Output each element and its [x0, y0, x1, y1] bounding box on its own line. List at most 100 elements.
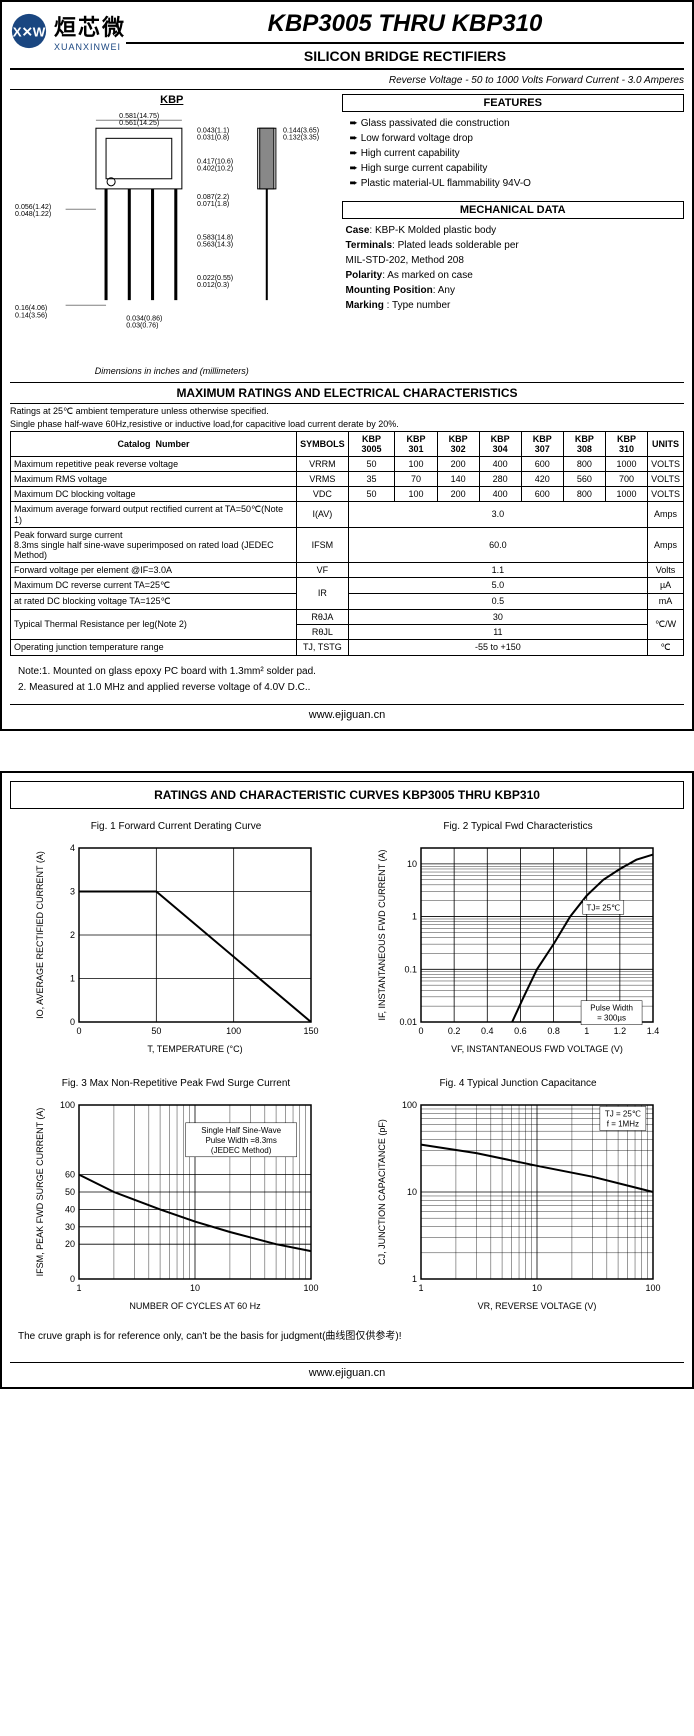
svg-text:IF, INSTANTANEOUS FWD CURRENT: IF, INSTANTANEOUS FWD CURRENT (A) — [377, 849, 387, 1020]
svg-text:0.1: 0.1 — [404, 964, 417, 974]
table-header: SYMBOLS — [297, 431, 349, 456]
chart-cell: Fig. 3 Max Non-Repetitive Peak Fwd Surge… — [10, 1078, 342, 1315]
chart-svg: 11010002030405060100Single Half Sine-Wav… — [31, 1095, 321, 1315]
ratings-note-1: Ratings at 25℃ ambient temperature unles… — [10, 406, 684, 417]
svg-text:4: 4 — [70, 843, 75, 853]
package-drawing: KBP 0.581(14.75) 0.561(14.25) 0.043(1.1) — [10, 94, 334, 376]
svg-text:1.4: 1.4 — [647, 1026, 660, 1036]
mechanical-row: Case: KBP-K Molded plastic body — [346, 223, 684, 238]
datasheet-page-1: X✕W 烜芯微 XUANXINWEI KBP3005 THRU KBP310 S… — [0, 0, 694, 731]
chart-cell: Fig. 2 Typical Fwd Characteristics00.20.… — [352, 821, 684, 1058]
mechanical-row: Marking : Type number — [346, 298, 684, 313]
feature-item: High surge current capability — [350, 161, 684, 176]
svg-text:3: 3 — [70, 886, 75, 896]
svg-text:TJ= 25℃: TJ= 25℃ — [586, 903, 620, 912]
svg-text:0.563(14.3): 0.563(14.3) — [197, 241, 233, 248]
svg-text:2: 2 — [70, 930, 75, 940]
chart-cell: Fig. 1 Forward Current Derating Curve050… — [10, 821, 342, 1058]
svg-text:TJ = 25℃: TJ = 25℃ — [605, 1109, 641, 1118]
svg-text:10: 10 — [190, 1283, 200, 1293]
svg-text:100: 100 — [645, 1283, 660, 1293]
main-title: KBP3005 THRU KBP310 — [126, 10, 684, 44]
svg-text:VR, REVERSE VOLTAGE (V): VR, REVERSE VOLTAGE (V) — [478, 1301, 597, 1311]
svg-text:100: 100 — [303, 1283, 318, 1293]
mechanical-row: MIL-STD-202, Method 208 — [346, 253, 684, 268]
svg-text:10: 10 — [407, 859, 417, 869]
chart-grid: Fig. 1 Forward Current Derating Curve050… — [10, 821, 684, 1315]
svg-text:0: 0 — [76, 1026, 81, 1036]
table-header: KBP 3005 — [348, 431, 395, 456]
svg-text:60: 60 — [65, 1169, 75, 1179]
package-label: KBP — [10, 94, 334, 106]
footer-url-2: www.ejiguan.cn — [10, 1362, 684, 1379]
logo: X✕W 烜芯微 XUANXINWEI — [10, 10, 126, 52]
curve-footnote: The cruve graph is for reference only, c… — [18, 1327, 684, 1342]
notes: Note:1. Mounted on glass epoxy PC board … — [10, 664, 684, 696]
svg-text:1: 1 — [76, 1283, 81, 1293]
curves-title: RATINGS AND CHARACTERISTIC CURVES KBP300… — [10, 781, 684, 809]
table-header: KBP 301 — [395, 431, 437, 456]
table-header: KBP 308 — [563, 431, 605, 456]
table-row: Operating junction temperature rangeTJ, … — [11, 639, 684, 655]
svg-text:40: 40 — [65, 1204, 75, 1214]
logo-cn: 烜芯微 — [54, 10, 126, 42]
table-header: KBP 302 — [437, 431, 479, 456]
svg-text:10: 10 — [407, 1187, 417, 1197]
chart-title: Fig. 3 Max Non-Repetitive Peak Fwd Surge… — [62, 1078, 290, 1089]
svg-text:0.417(10.6): 0.417(10.6) — [197, 159, 233, 166]
chart-cell: Fig. 4 Typical Junction Capacitance 1 10 10… — [352, 1078, 684, 1315]
table-row: Peak forward surge current8.3ms single h… — [11, 527, 684, 562]
svg-text:100: 100 — [402, 1100, 417, 1110]
svg-text:0: 0 — [70, 1017, 75, 1027]
svg-text:0.6: 0.6 — [514, 1026, 527, 1036]
svg-text:Pulse Width: Pulse Width — [590, 1003, 633, 1012]
mechanical-row: Terminals: Plated leads solderable per — [346, 238, 684, 253]
chart-title: Fig. 4 Typical Junction Capacitance — [439, 1078, 596, 1089]
svg-text:1: 1 — [412, 911, 417, 921]
chart-svg: 110100110100TJ = 25℃f = 1MHzVR, REVERSE … — [373, 1095, 663, 1315]
table-header: Catalog Number — [11, 431, 297, 456]
svg-text:0.144(3.65): 0.144(3.65) — [283, 127, 319, 134]
svg-text:f = 1MHz: f = 1MHz — [607, 1119, 639, 1128]
table-header: UNITS — [648, 431, 684, 456]
mechanical-row: Mounting Position: Any — [346, 283, 684, 298]
chart-title: Fig. 2 Typical Fwd Characteristics — [443, 821, 592, 832]
svg-text:0.071(1.8): 0.071(1.8) — [197, 201, 229, 208]
table-header: KBP 304 — [479, 431, 521, 456]
package-caption: Dimensions in inches and (millimeters) — [10, 366, 334, 376]
table-row: Maximum RMS voltageVRMS35701402804205607… — [11, 471, 684, 486]
svg-text:IO, AVERAGE RECTIFIED CURRENT: IO, AVERAGE RECTIFIED CURRENT (A) — [35, 851, 45, 1019]
table-row: Maximum repetitive peak reverse voltageV… — [11, 456, 684, 471]
table-row: Maximum average forward output rectified… — [11, 501, 684, 527]
subtitle: SILICON BRIDGE RECTIFIERS — [126, 48, 684, 64]
svg-text:0: 0 — [70, 1274, 75, 1284]
svg-text:IFSM, PEAK FWD SURGE CURRENT (: IFSM, PEAK FWD SURGE CURRENT (A) — [35, 1107, 45, 1276]
svg-text:1: 1 — [418, 1283, 423, 1293]
datasheet-page-2: RATINGS AND CHARACTERISTIC CURVES KBP300… — [0, 771, 694, 1389]
svg-text:0.034(0.86): 0.034(0.86) — [126, 315, 162, 322]
feature-item: Low forward voltage drop — [350, 131, 684, 146]
svg-text:0: 0 — [418, 1026, 423, 1036]
svg-text:0.583(14.8): 0.583(14.8) — [197, 234, 233, 241]
table-row: Maximum DC reverse current TA=25℃IR5.0µA — [11, 577, 684, 593]
svg-text:1: 1 — [412, 1274, 417, 1284]
svg-text:20: 20 — [65, 1239, 75, 1249]
features-list: Glass passivated die constructionLow for… — [342, 116, 684, 191]
note-2: 2. Measured at 1.0 MHz and applied rever… — [18, 680, 684, 696]
svg-text:= 300µs: = 300µs — [597, 1013, 626, 1022]
ratings-table: Catalog NumberSYMBOLSKBP 3005KBP 301KBP … — [10, 431, 684, 656]
svg-text:X✕W: X✕W — [13, 25, 46, 40]
svg-text:100: 100 — [226, 1026, 241, 1036]
logo-en: XUANXINWEI — [54, 42, 126, 52]
svg-text:0.087(2.2): 0.087(2.2) — [197, 194, 229, 201]
svg-text:0.132(3.35): 0.132(3.35) — [283, 134, 319, 141]
svg-text:0.03(0.76): 0.03(0.76) — [126, 322, 158, 329]
feature-item: High current capability — [350, 146, 684, 161]
svg-text:0.581(14.75): 0.581(14.75) — [119, 113, 159, 120]
svg-text:0.031(0.8): 0.031(0.8) — [197, 134, 229, 141]
svg-text:0.8: 0.8 — [547, 1026, 560, 1036]
svg-text:1: 1 — [584, 1026, 589, 1036]
chart-svg: 05010015001234T, TEMPERATURE (°C)IO, AVE… — [31, 838, 321, 1058]
svg-text:0.14(3.56): 0.14(3.56) — [15, 312, 47, 319]
svg-text:0.16(4.06): 0.16(4.06) — [15, 305, 47, 312]
